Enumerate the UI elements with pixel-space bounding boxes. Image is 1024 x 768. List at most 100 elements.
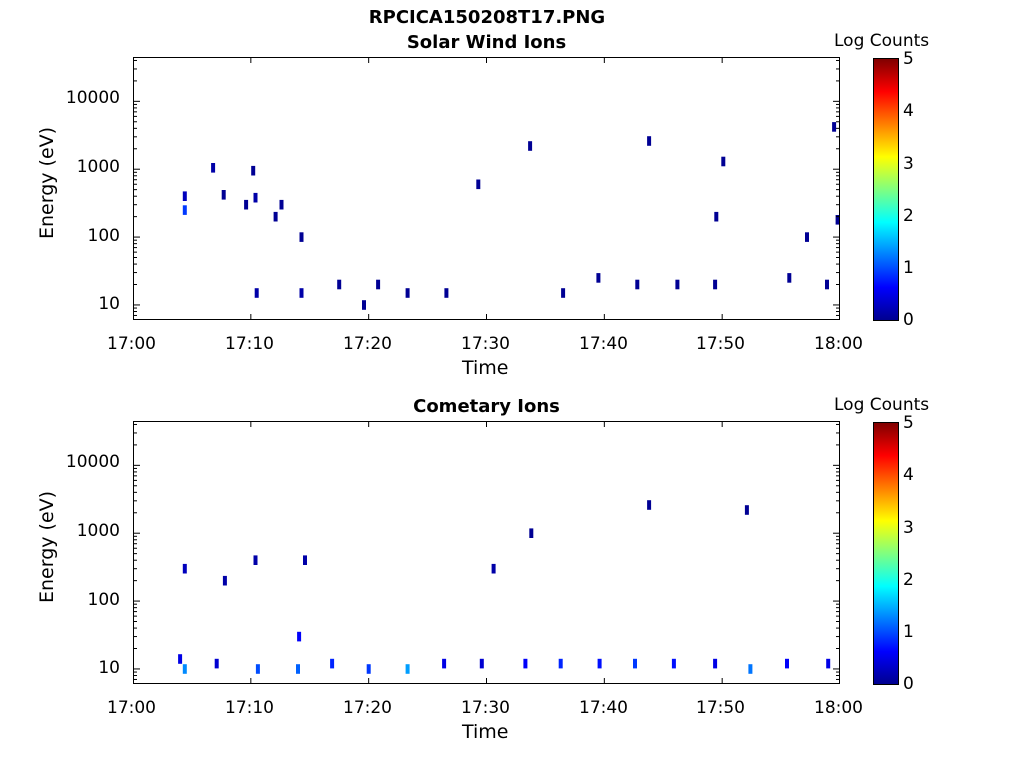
spectrogram-cell (182, 191, 187, 201)
spectrogram-cell (523, 658, 528, 669)
panel1-xtick-label: 17:50 (696, 334, 745, 354)
spectrogram-cell (635, 279, 640, 290)
panel2-colorbar-tick: 5 (903, 413, 914, 433)
spectrogram-cell (713, 279, 718, 290)
spectrogram-cell (633, 658, 637, 669)
spectrogram-cell (787, 273, 792, 283)
figure-title: RPCICA150208T17.PNG (368, 7, 606, 28)
panel2-colorbar-label: Log Counts (834, 395, 930, 415)
panel1-colorbar-tick: 4 (903, 101, 914, 121)
panel1-colorbar (873, 58, 899, 321)
spectrogram-cell (222, 575, 227, 586)
spectrogram-cell (825, 279, 829, 290)
panel1-colorbar-tick: 1 (903, 258, 914, 278)
spectrogram-cell (713, 658, 718, 669)
panel1-colorbar-tick: 0 (903, 310, 914, 330)
spectrogram-cell (826, 658, 831, 669)
panel1-colorbar-tick: 5 (903, 49, 914, 69)
spectrogram-cell (647, 136, 652, 146)
spectrogram-cell (182, 205, 187, 215)
spectrogram-cell (178, 654, 183, 664)
spectrogram-cell (211, 163, 216, 173)
spectrogram-cell (444, 288, 449, 298)
panel2-plot (133, 421, 840, 684)
panel2-xtick-label: 17:40 (579, 698, 628, 718)
spectrogram-cell (596, 273, 601, 283)
spectrogram-cell (744, 505, 749, 515)
spectrogram-cell (214, 658, 219, 669)
panel1-cells (182, 122, 840, 310)
panel1-xtick-label: 17:10 (225, 334, 274, 354)
panel1-xlabel: Time (462, 357, 509, 379)
spectrogram-cell (835, 215, 840, 225)
spectrogram-cell (748, 664, 753, 674)
spectrogram-cell (244, 199, 249, 210)
panel2-colorbar-tick: 4 (903, 465, 914, 485)
panel2-colorbar (873, 422, 899, 685)
spectrogram-cell (255, 664, 260, 674)
spectrogram-cell (182, 563, 187, 574)
spectrogram-cell (675, 279, 680, 290)
spectrogram-cell (182, 664, 187, 674)
panel2-xlabel: Time (462, 721, 509, 743)
spectrogram-cell (714, 211, 719, 222)
panel2-ylabel: Energy (eV) (36, 490, 58, 603)
spectrogram-cell (253, 192, 258, 203)
panel2-colorbar-tick: 2 (903, 570, 914, 590)
spectrogram-cell (303, 555, 307, 565)
panel1-colorbar-tick: 2 (903, 206, 914, 226)
spectrogram-cell (253, 555, 258, 565)
panel2-colorbar-tick: 0 (903, 674, 914, 694)
panel1-title: Solar Wind Ions (406, 32, 567, 53)
spectrogram-cell (442, 658, 447, 669)
spectrogram-cell (251, 165, 256, 176)
spectrogram-cell (561, 288, 566, 298)
spectrogram-cell (405, 664, 410, 674)
panel1-ytick-label: 1000 (76, 157, 120, 177)
spectrogram-cell (362, 300, 366, 310)
spectrogram-cell (528, 141, 533, 151)
panel2-ytick-label: 10000 (65, 452, 120, 472)
spectrogram-cell (366, 664, 371, 674)
panel1-xtick-label: 17:30 (461, 334, 510, 354)
panel2-ytick-label: 100 (87, 590, 120, 610)
panel1-ytick-label: 100 (87, 226, 120, 246)
spectrogram-cell (479, 658, 484, 669)
panel2-ytick-label: 1000 (76, 521, 120, 541)
spectrogram-cell (832, 122, 837, 132)
spectrogram-cell (597, 658, 602, 669)
panel1-xtick-label: 17:00 (107, 334, 156, 354)
panel1-xtick-label: 17:20 (343, 334, 392, 354)
spectrogram-cell (337, 279, 342, 290)
spectrogram-cell (279, 199, 284, 210)
panel1-ylabel: Energy (eV) (36, 126, 58, 239)
spectrogram-cell (254, 288, 259, 298)
spectrogram-cell (221, 190, 226, 200)
spectrogram-cell (476, 179, 481, 190)
panel1-xtick-label: 18:00 (814, 334, 863, 354)
spectrogram-cell (299, 232, 304, 242)
panel2-xtick-label: 18:00 (814, 698, 863, 718)
panel2-xtick-label: 17:30 (461, 698, 510, 718)
panel1-xtick-label: 17:40 (579, 334, 628, 354)
panel1-ytick-label: 10000 (65, 88, 120, 108)
spectrogram-cell (805, 232, 809, 242)
panel2-xtick-label: 17:10 (225, 698, 274, 718)
spectrogram-cell (671, 658, 676, 669)
spectrogram-cell (405, 288, 410, 298)
spectrogram-cell (721, 156, 726, 167)
panel1-colorbar-label: Log Counts (834, 31, 930, 51)
panel1-ytick-label: 10 (98, 294, 120, 314)
panel2-xtick-label: 17:20 (343, 698, 392, 718)
panel2-cells (178, 500, 831, 674)
panel2-title: Cometary Ions (413, 396, 560, 417)
panel2-xtick-label: 17:50 (696, 698, 745, 718)
spectrogram-cell (376, 279, 381, 290)
spectrogram-cell (558, 658, 563, 669)
spectrogram-cell (330, 658, 335, 669)
panel2-ytick-label: 10 (98, 658, 120, 678)
spectrogram-cell (273, 211, 278, 222)
spectrogram-cell (299, 288, 304, 298)
spectrogram-cell (296, 664, 300, 674)
panel2-colorbar-tick: 1 (903, 622, 914, 642)
